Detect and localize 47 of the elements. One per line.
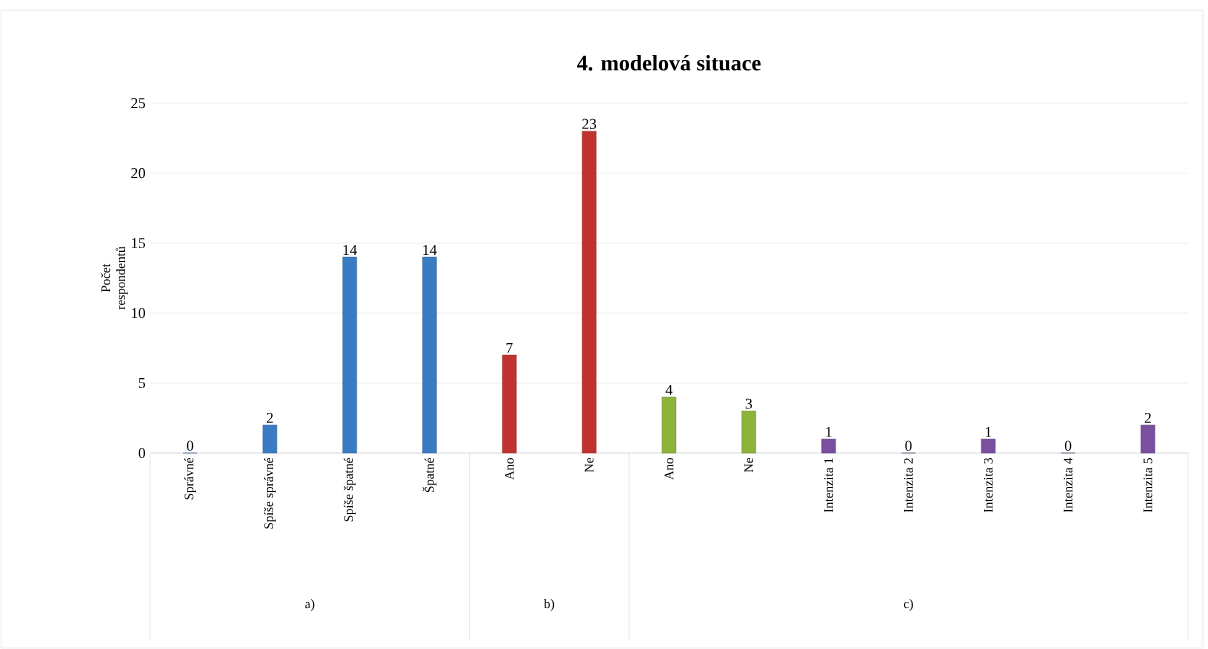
x-tick-label: Intenzita 3: [983, 457, 993, 513]
text: c): [903, 599, 913, 611]
bar: [821, 438, 836, 454]
data-label: 4: [665, 384, 673, 395]
text: a): [305, 599, 315, 611]
x-tick-label: Intenzita 4: [1063, 457, 1073, 513]
x-tick-label: Spíše správné: [263, 457, 276, 529]
bar: [661, 396, 677, 454]
bar: [981, 438, 996, 454]
y-tick-label: 15: [131, 238, 146, 249]
bar: [581, 130, 597, 454]
data-label: 14: [423, 244, 437, 255]
data-label: 2: [1144, 412, 1151, 423]
y-axis-title: Počet respondentů: [100, 246, 128, 310]
x-tick-label: Ano: [664, 457, 674, 480]
y-tick-label: 0: [138, 447, 146, 459]
x-tick-label: Intenzita 5: [1143, 457, 1153, 513]
data-label: 1: [826, 426, 832, 437]
x-tick-label: Ne: [584, 457, 594, 473]
bar: [1140, 424, 1156, 454]
x-tick-label: Intenzita 2: [904, 458, 913, 513]
x-tick-label: Ne: [744, 457, 754, 473]
x-tick-label: Ano: [505, 457, 514, 480]
bar: [502, 354, 517, 454]
x-tick-label: Správné: [184, 457, 196, 500]
y-tick-label: 5: [139, 377, 146, 388]
data-label: 7: [506, 342, 513, 353]
data-label: 1: [985, 426, 992, 437]
y-tick-label: 10: [131, 307, 146, 319]
x-tick-label: Spíše špatné: [343, 457, 356, 522]
text: b): [543, 599, 555, 611]
data-label: 3: [745, 398, 752, 409]
data-label: 2: [266, 412, 273, 423]
y-tick-label: 20: [131, 168, 146, 179]
bar: [342, 256, 357, 454]
bar: [741, 410, 757, 454]
data-label: 0: [905, 440, 912, 451]
bar: [422, 256, 437, 454]
y-tick-label: 25: [131, 98, 146, 109]
data-label: 14: [343, 244, 357, 255]
x-tick-label: Intenzita 1: [824, 458, 833, 513]
data-label: 0: [1064, 440, 1072, 451]
data-label: 0: [186, 440, 194, 451]
chart-title: 4. modelová situace: [577, 54, 761, 71]
bar: [262, 424, 278, 454]
data-label: 23: [582, 118, 597, 129]
x-tick-label: Špatné: [422, 457, 437, 492]
